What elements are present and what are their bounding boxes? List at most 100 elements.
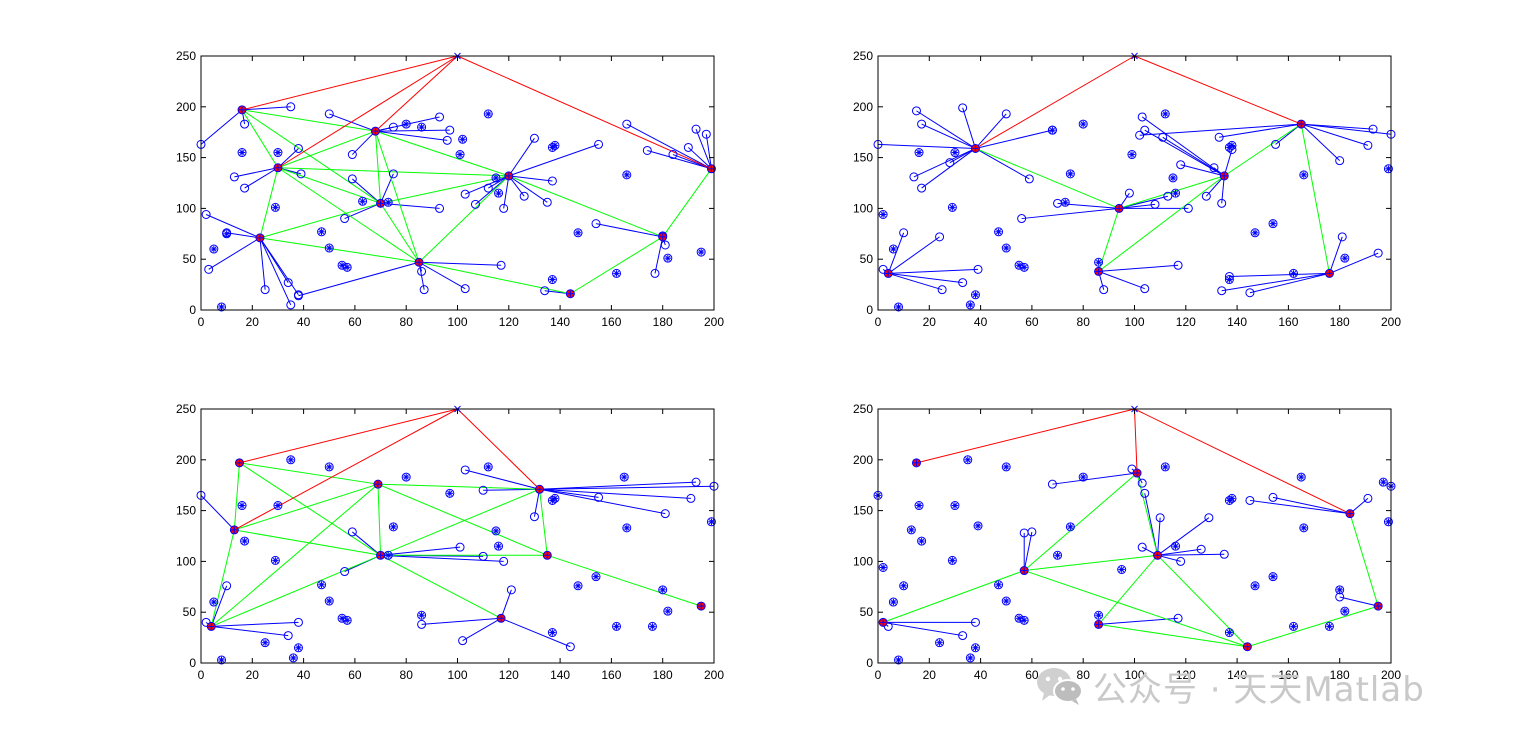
sensor-node: [1171, 541, 1181, 551]
member-node: [460, 189, 470, 199]
sensor-node: [401, 472, 411, 482]
sensor-node: [547, 275, 557, 285]
member-node: [347, 150, 357, 160]
x-tick-label: 120: [499, 668, 519, 682]
sensor-node: [1019, 615, 1029, 625]
cluster-link: [508, 143, 599, 177]
sensor-node: [293, 643, 303, 653]
sink-link: [916, 408, 1135, 464]
sensor-node: [622, 523, 632, 533]
member-node: [973, 264, 983, 274]
watermark-text: 公众号 · 天天Matlab: [1093, 669, 1425, 710]
member-node: [1196, 544, 1206, 554]
cluster-link: [962, 107, 976, 149]
x-tick-label: 80: [400, 315, 414, 329]
cluster-link: [949, 148, 976, 164]
member-node: [917, 119, 927, 129]
sensor-node: [1171, 188, 1181, 198]
sink-link: [375, 55, 458, 132]
backbone-link: [259, 202, 381, 239]
member-node: [324, 109, 334, 119]
sensor-node: [1299, 523, 1309, 533]
cluster-link: [888, 268, 979, 274]
member-node: [1173, 613, 1183, 623]
sensor-node: [622, 170, 632, 180]
cluster-link: [1229, 272, 1330, 277]
member-node: [519, 191, 529, 201]
cluster-link: [1052, 472, 1138, 485]
cluster-link: [1021, 207, 1120, 220]
sensor-node: [1299, 170, 1309, 180]
member-node: [1047, 125, 1057, 135]
cluster-link: [211, 621, 299, 627]
cluster-link: [259, 237, 266, 290]
member-node: [499, 203, 509, 213]
backbone-link: [1098, 623, 1248, 648]
member-node: [506, 585, 516, 595]
sensor-node: [547, 628, 557, 638]
cluster-link: [1221, 272, 1330, 292]
backbone-link: [1300, 123, 1330, 274]
sensor-node: [401, 119, 411, 129]
cluster-link: [533, 489, 541, 517]
backbone-link: [882, 570, 1025, 623]
sensor-node: [491, 173, 501, 183]
cluster-link: [465, 175, 509, 195]
sensor-node: [240, 536, 250, 546]
member-node: [1368, 124, 1378, 134]
sensor-node: [965, 300, 975, 310]
member-node: [937, 285, 947, 295]
backbone-link: [1247, 605, 1379, 648]
member-node: [470, 199, 480, 209]
x-tick-label: 140: [550, 315, 570, 329]
y-tick-label: 200: [176, 453, 196, 467]
x-tick-label: 200: [1381, 315, 1401, 329]
backbone-link: [234, 483, 379, 531]
sensor-node: [383, 197, 393, 207]
member-node: [499, 556, 509, 566]
backbone-link: [547, 554, 702, 607]
plot-area: [201, 409, 714, 663]
sensor-node: [1053, 550, 1063, 560]
member-node: [1173, 260, 1183, 270]
member-node: [442, 135, 452, 145]
cluster-link: [1157, 553, 1225, 556]
cluster-link: [1098, 264, 1179, 272]
cluster-link: [1205, 175, 1225, 197]
sensor-node: [1340, 253, 1350, 263]
member-node: [340, 567, 350, 577]
cluster-link: [329, 113, 376, 132]
sensor-node: [914, 501, 924, 511]
sensor-node: [324, 243, 334, 253]
cluster-link: [208, 237, 261, 270]
member-node: [660, 509, 670, 519]
sensor-node: [417, 122, 427, 132]
member-node: [958, 631, 968, 641]
cluster-link: [421, 617, 502, 625]
member-node: [660, 240, 670, 250]
cluster-link: [1180, 164, 1225, 177]
sink-link: [1134, 408, 1351, 515]
subplot-bottom-left: 0 20 40 60 80 100 120 140 160 180 200 0 50 100 150 200 2…: [176, 402, 724, 682]
member-node: [293, 291, 303, 301]
cluster-link: [1301, 123, 1369, 146]
backbone-link: [210, 483, 379, 627]
cluster-link: [595, 223, 663, 238]
y-tick-label: 250: [176, 49, 196, 63]
cluster-link: [887, 236, 940, 274]
member-node: [899, 228, 909, 238]
cluster-link: [298, 261, 420, 297]
member-node: [1335, 156, 1345, 166]
member-node: [594, 492, 604, 502]
member-node: [958, 103, 968, 113]
sensor-node: [894, 655, 904, 665]
sensor-node: [1127, 150, 1137, 160]
cluster-link: [1219, 123, 1302, 138]
sensor-node: [337, 613, 347, 623]
sensor-node: [888, 244, 898, 254]
sensor-node: [950, 148, 960, 158]
sensor-node: [947, 202, 957, 212]
x-tick-label: 160: [601, 315, 621, 329]
member-node: [283, 278, 293, 288]
member-node: [347, 527, 357, 537]
